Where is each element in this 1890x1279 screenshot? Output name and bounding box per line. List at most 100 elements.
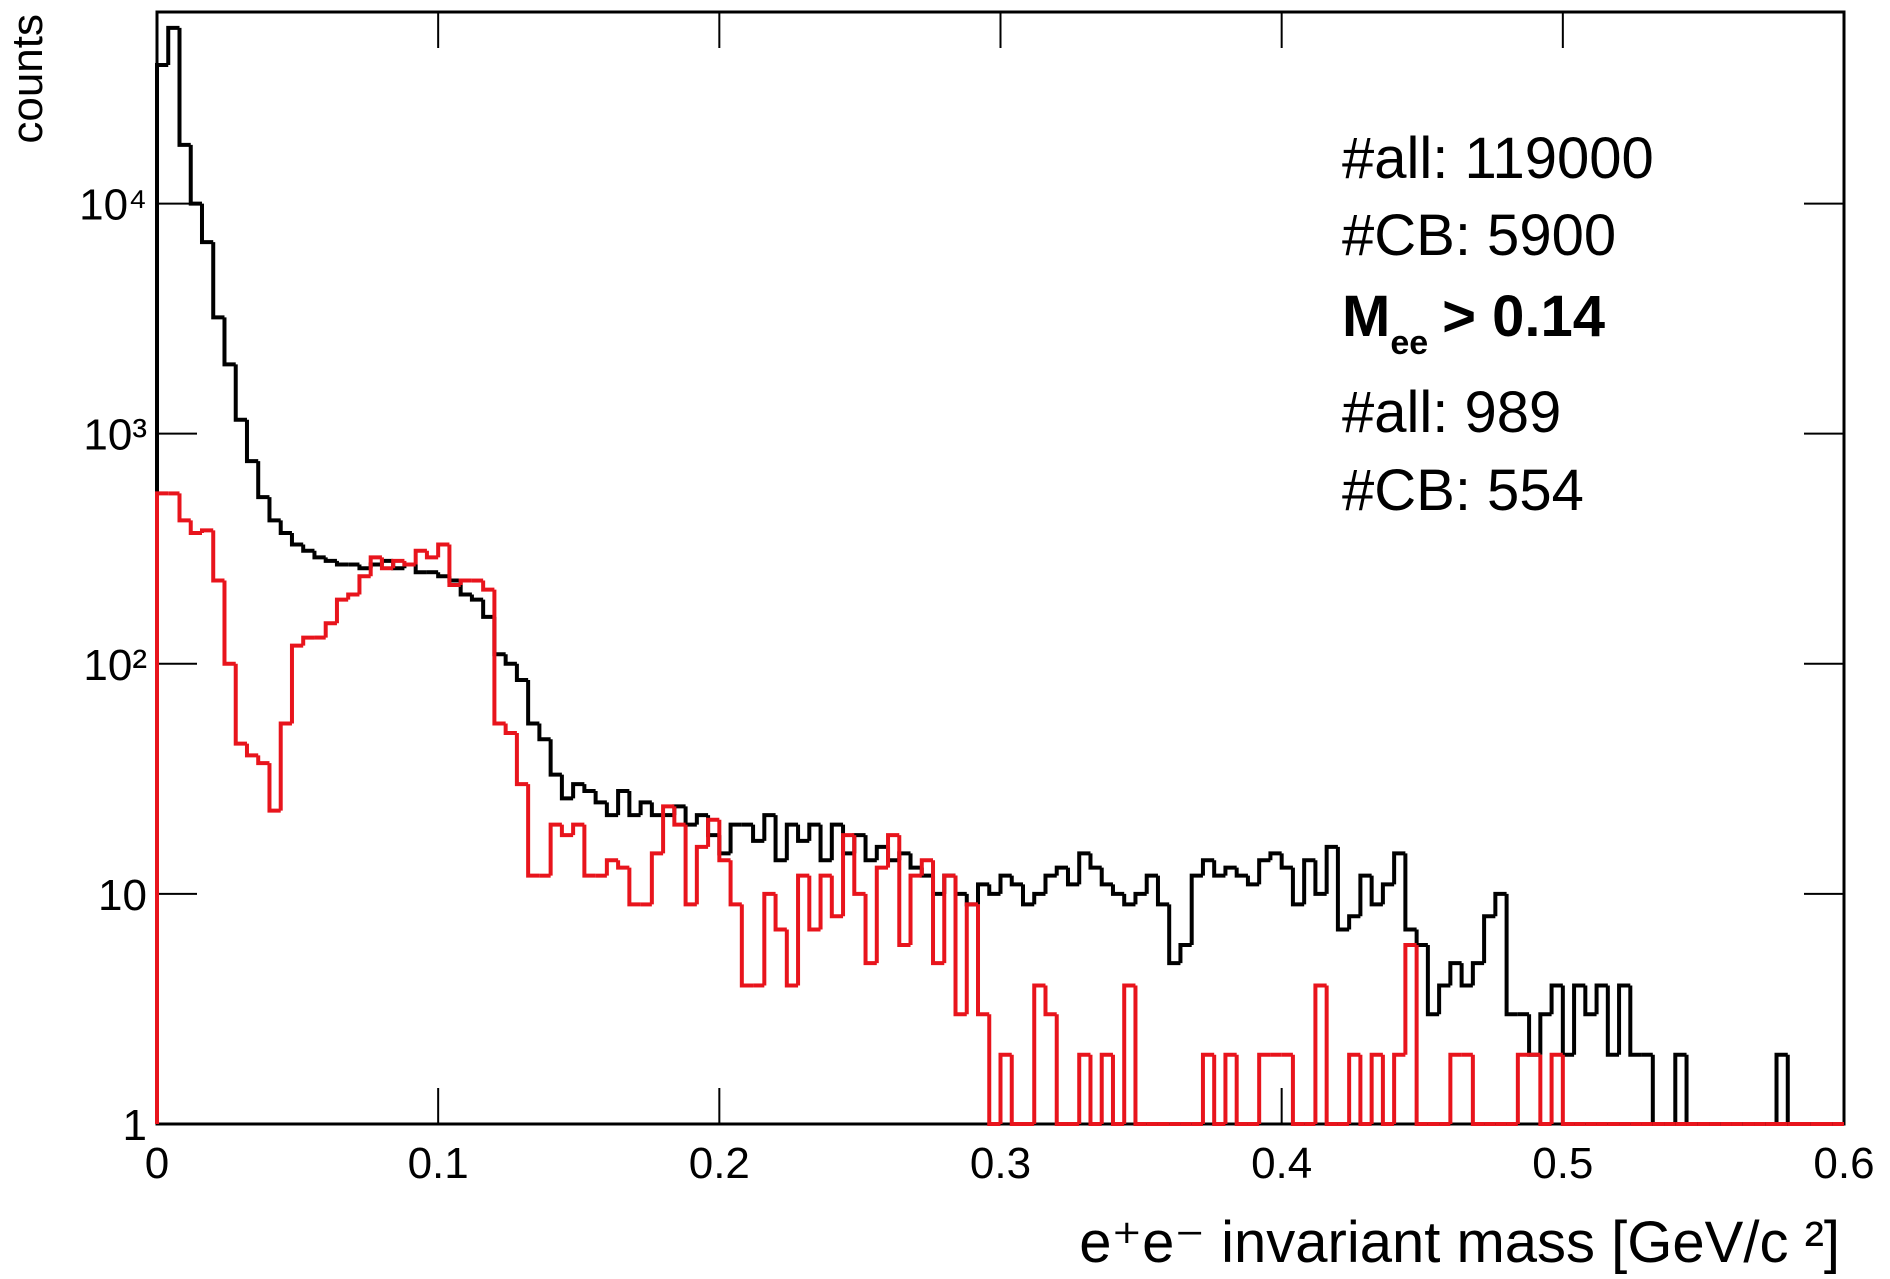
histogram-bin xyxy=(1133,891,1147,905)
histogram-bin xyxy=(829,875,844,919)
histogram-bin xyxy=(1470,1054,1485,1126)
histogram-bin xyxy=(852,835,866,896)
histogram-bin xyxy=(1347,914,1361,930)
cut-subscript: ee xyxy=(1390,324,1428,362)
histogram-bin xyxy=(1088,1054,1102,1126)
histogram-bin xyxy=(571,822,585,836)
histogram-bin xyxy=(1414,929,1428,947)
histogram-bin xyxy=(1032,983,1046,1124)
histogram-bin xyxy=(1448,1052,1462,1124)
histogram-bin xyxy=(233,663,247,746)
histogram-bin xyxy=(267,763,281,813)
histogram-bin xyxy=(503,654,517,666)
histogram-bin xyxy=(694,844,709,905)
histogram-bin xyxy=(481,580,495,592)
histogram-bin xyxy=(784,822,799,861)
histogram-bin xyxy=(1369,1052,1383,1124)
histogram-bin xyxy=(155,491,169,1124)
histogram-bin xyxy=(616,860,630,870)
histogram-bin xyxy=(751,824,765,843)
histogram-bin xyxy=(874,844,889,861)
histogram-bin xyxy=(807,875,821,932)
histogram-bin xyxy=(1538,1012,1552,1055)
histogram-bin xyxy=(762,891,776,986)
histogram-bin xyxy=(818,824,832,863)
histogram-bin xyxy=(1358,1054,1372,1126)
histogram-bin xyxy=(469,594,484,602)
histogram-bin xyxy=(1493,891,1507,917)
x-tick-label: 0 xyxy=(145,1139,169,1188)
histogram-bin xyxy=(863,893,877,966)
histogram-bin xyxy=(1245,875,1260,887)
histogram-bin xyxy=(1380,1054,1395,1126)
histogram-bin xyxy=(1077,851,1091,885)
histogram-bin xyxy=(1549,983,1563,1015)
histogram-bin xyxy=(1549,1052,1563,1124)
histogram-bin xyxy=(1257,1052,1271,1124)
histogram-bin xyxy=(998,873,1012,894)
histogram-bin xyxy=(1774,1052,1788,1124)
histogram-bin xyxy=(1223,1052,1237,1124)
histogram-bin xyxy=(537,723,551,742)
x-tick-label: 0.4 xyxy=(1251,1139,1312,1188)
histogram-bin xyxy=(1268,851,1282,861)
histogram-bin xyxy=(548,739,562,777)
histogram-bin xyxy=(604,858,619,876)
histogram-bin xyxy=(413,564,427,575)
histogram-bin xyxy=(728,822,742,854)
histogram-bin xyxy=(1178,942,1192,964)
histogram-bin xyxy=(942,873,956,964)
histogram-bin xyxy=(1437,983,1451,1015)
histogram-bin xyxy=(436,572,450,579)
histogram-bin xyxy=(1110,884,1125,896)
histogram-bin xyxy=(1594,983,1608,1015)
histogram-bin xyxy=(897,835,911,947)
histogram-bin xyxy=(256,755,270,766)
y-tick-label: 10² xyxy=(83,641,147,690)
annotation-text: #CB: 5900 xyxy=(1342,203,1616,268)
histogram-bin xyxy=(1358,873,1372,917)
histogram-bin xyxy=(1785,1054,1800,1126)
histogram-bin xyxy=(706,817,720,847)
x-tick-label: 0.1 xyxy=(408,1139,469,1188)
histogram-bin xyxy=(559,774,574,801)
x-tick-label: 0.5 xyxy=(1532,1139,1593,1188)
histogram-bin xyxy=(616,788,630,816)
histogram-bin xyxy=(694,813,709,825)
histogram-bin xyxy=(334,560,349,567)
histogram-bin xyxy=(908,873,922,945)
histogram-bin xyxy=(1347,1052,1361,1124)
histogram-bin xyxy=(582,824,596,878)
histogram-bin xyxy=(177,493,191,523)
histogram-bin xyxy=(953,875,967,1017)
histogram-bin xyxy=(1088,853,1102,870)
histogram-bin xyxy=(998,1052,1012,1124)
x-tick-label: 0.6 xyxy=(1813,1139,1874,1188)
histogram-bin xyxy=(1122,983,1136,1124)
x-tick-label: 0.3 xyxy=(970,1139,1031,1188)
histogram-bin xyxy=(649,851,664,905)
histogram-bin xyxy=(323,621,337,638)
histogram-bin xyxy=(784,929,799,988)
histogram-bin xyxy=(278,721,292,811)
y-tick-label: 10 xyxy=(98,871,147,920)
histogram-bin xyxy=(627,790,641,818)
histogram-bin xyxy=(526,680,540,726)
histogram-bin xyxy=(244,419,259,464)
histogram-bin xyxy=(1313,860,1327,896)
histogram-bin xyxy=(818,873,832,930)
histogram-bin xyxy=(1617,983,1631,1055)
histogram-bin xyxy=(222,580,236,666)
histogram-bin xyxy=(289,643,304,724)
histogram-bin xyxy=(379,557,394,571)
histogram-bin xyxy=(908,853,922,870)
histogram-bin xyxy=(481,599,495,619)
annotation-text: Mee > 0.14 xyxy=(1342,284,1605,362)
histogram-bin xyxy=(987,884,1001,896)
histogram-bin xyxy=(1403,853,1417,932)
histogram-bin xyxy=(874,865,889,964)
histogram-bin xyxy=(503,723,517,736)
histogram-bin xyxy=(1313,983,1327,1124)
histogram-bin xyxy=(1538,1054,1552,1126)
histogram-bin xyxy=(514,733,529,787)
